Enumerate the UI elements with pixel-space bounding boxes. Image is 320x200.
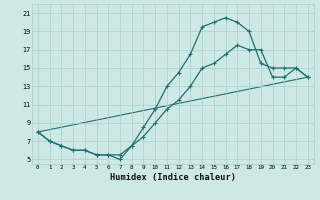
- X-axis label: Humidex (Indice chaleur): Humidex (Indice chaleur): [110, 173, 236, 182]
